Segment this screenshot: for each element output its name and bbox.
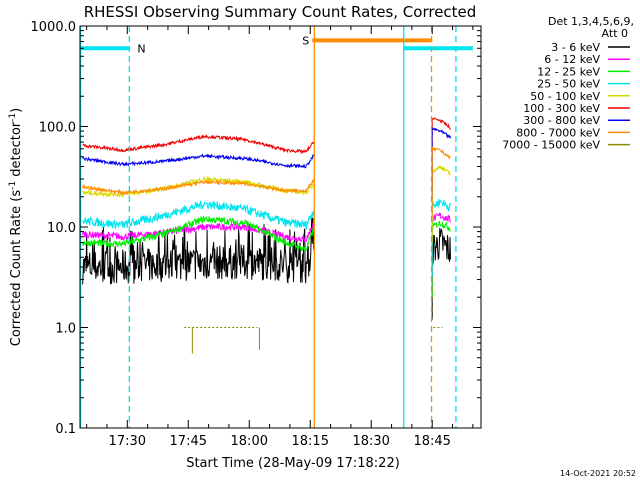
legend-item-label: 6 - 12 keV [544,53,600,66]
y-axis-label-tail-sup: -1 [8,113,18,122]
series-line [431,164,451,243]
series-line [431,117,451,189]
legend-header-line-1: Det 1,3,4,5,6,9, [548,15,634,28]
x-axis-label: Start Time (28-May-09 17:18:22) [186,456,400,471]
x-tick-label: 18:45 [413,434,450,449]
series-line [431,127,451,199]
legend-item-label: 50 - 100 keV [530,90,600,103]
y-tick-label: 0.1 [55,422,76,437]
series-layer [82,117,451,354]
flag-label: S [302,34,309,47]
x-tick-label: 17:45 [170,434,207,449]
series-line [431,220,451,298]
legend-item-label: 25 - 50 keV [537,78,600,91]
series-line [82,134,315,155]
series-line [82,177,315,196]
y-axis-label: Corrected Count Rate (s-1 detector-1) [8,108,24,346]
series-line [431,198,451,277]
x-axis: 17:30 17:45 18:00 18:15 18:30 18:45 [86,26,474,449]
x-tick-label: 18:15 [292,434,329,449]
series-line [431,227,451,320]
series-line [431,211,451,290]
y-axis-label-tail: detector [9,121,24,181]
legend-header-line-2: Att 0 [602,27,628,40]
series-line [82,215,315,253]
y-tick-label: 100.0 [39,121,76,136]
y-axis-label-main: Corrected Count Rate (s [9,190,24,347]
series-line [82,214,315,285]
legend-item-label: 3 - 6 keV [551,41,600,54]
y-tick-label: 10.0 [47,221,76,236]
y-tick-label: 1.0 [55,322,76,337]
chart-title: RHESSI Observing Summary Count Rates, Co… [84,3,477,21]
y-tick-label: 1000.0 [31,20,77,35]
timestamp: 14-Oct-2021 20:52 [560,469,636,478]
plot-area: NS [79,26,473,428]
series-line [431,145,451,219]
y-axis-label-end: ) [9,108,24,113]
legend-item-label: 7000 - 15000 keV [502,139,600,152]
x-tick-label: 18:00 [231,434,268,449]
y-axis-label-sup: -1 [8,181,18,190]
series-line [82,153,315,169]
flags-layer: NS [80,34,473,55]
series-line [82,219,315,243]
legend-item-label: 800 - 7000 keV [516,126,600,139]
legend-item-label: 100 - 300 keV [523,102,600,115]
legend-item-label: 300 - 800 keV [523,114,600,127]
x-tick-label: 17:30 [109,434,146,449]
x-tick-label: 18:30 [352,434,389,449]
y-axis: 0.1 1.0 10.0 100.0 1000.0 [31,20,481,437]
flag-label: N [137,42,145,55]
series-line [82,200,315,230]
legend-item-label: 12 - 25 keV [537,65,600,78]
